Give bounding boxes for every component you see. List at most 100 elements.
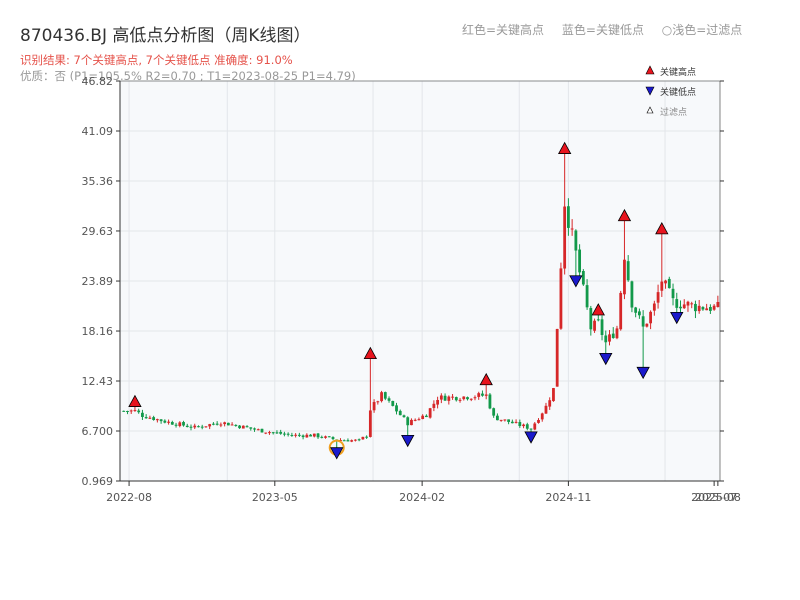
- candle-down: [141, 412, 144, 417]
- candle-down: [290, 435, 294, 437]
- candle-down: [708, 307, 712, 311]
- candle-up: [133, 410, 137, 412]
- candle-up: [712, 305, 716, 310]
- candle-down: [395, 405, 398, 412]
- candle-up: [697, 305, 701, 312]
- candle-up: [705, 308, 709, 311]
- candle-down: [301, 435, 305, 438]
- legend-high-label: 关键高点: [660, 66, 696, 78]
- key-low-marker: [330, 447, 344, 460]
- candle-up: [645, 323, 649, 327]
- y-tick-label: 29.63: [82, 225, 114, 238]
- candle-up: [690, 303, 694, 305]
- candle-down: [320, 436, 324, 438]
- candle-down: [163, 420, 167, 423]
- x-tick-label: 2024-11: [545, 491, 591, 504]
- candle-up: [167, 421, 170, 423]
- candle-up: [540, 413, 544, 420]
- candle-down: [316, 433, 320, 438]
- candle-up: [410, 419, 413, 426]
- candle-up: [716, 301, 720, 308]
- candle-up: [682, 304, 686, 309]
- candle-up: [593, 320, 596, 331]
- candle-down: [200, 426, 204, 428]
- candle-down: [454, 397, 458, 401]
- candle-down: [671, 288, 675, 299]
- top-legend-filtered: ○浅色=过滤点: [661, 23, 743, 37]
- candle-down: [126, 410, 129, 412]
- candle-down: [529, 428, 533, 430]
- candle-up: [503, 419, 507, 421]
- candle-up: [537, 419, 540, 423]
- page-title: 870436.BJ 高低点分析图（周K线图）: [20, 26, 311, 46]
- candle-up: [436, 399, 440, 405]
- candle-up: [354, 439, 357, 441]
- candle-down: [159, 419, 163, 422]
- marker-legend: 关键高点 关键低点 过滤点: [645, 65, 696, 118]
- candle-up: [428, 408, 432, 418]
- candle-down: [425, 415, 428, 418]
- x-tick-label: 2024-02: [399, 491, 445, 504]
- candle-up: [241, 425, 245, 429]
- candle-up: [264, 432, 268, 434]
- candle-up: [223, 422, 227, 425]
- candle-down: [253, 428, 256, 430]
- candle-up: [548, 400, 552, 407]
- candle-up: [623, 259, 626, 295]
- candle-down: [144, 417, 148, 419]
- key-high-marker: [591, 303, 605, 316]
- candle-up: [447, 396, 451, 401]
- key-high-marker: [479, 372, 493, 386]
- candle-down: [525, 424, 529, 429]
- recognition-summary: 识别结果: 7个关键高点, 7个关键低点 准确度: 91.0%: [20, 53, 293, 67]
- candle-down: [185, 425, 189, 428]
- candle-down: [245, 426, 249, 428]
- y-tick-label: 35.36: [82, 175, 114, 188]
- candle-up: [544, 405, 548, 414]
- candle-up: [563, 206, 567, 269]
- pivot-markers: [128, 141, 684, 460]
- candle-up: [417, 419, 421, 421]
- y-tick-label: 23.89: [82, 275, 114, 288]
- candle-down: [331, 437, 335, 440]
- candle-down: [391, 400, 395, 406]
- candle-down: [170, 422, 174, 425]
- candle-down: [481, 393, 484, 396]
- candle-down: [122, 410, 126, 412]
- candle-up: [268, 432, 271, 434]
- candle-down: [507, 419, 511, 422]
- key-high-marker: [557, 141, 572, 154]
- candle-down: [249, 427, 253, 429]
- candle-up: [129, 410, 133, 412]
- candle-up: [615, 328, 619, 339]
- candle-up: [339, 440, 342, 442]
- candle-down: [152, 417, 156, 420]
- candle-down: [234, 424, 238, 426]
- candle-up: [305, 434, 309, 438]
- y-tick-label: 12.43: [82, 375, 114, 388]
- candle-up: [368, 410, 372, 437]
- candle-down: [342, 440, 346, 442]
- candle-down: [279, 431, 283, 434]
- candle-down: [226, 422, 230, 426]
- candle-down: [212, 423, 215, 425]
- candle-down: [383, 392, 387, 399]
- candle-down: [443, 395, 447, 401]
- candle-up: [619, 292, 623, 330]
- candle-up: [458, 399, 462, 401]
- candle-up: [664, 280, 667, 284]
- candle-down: [604, 335, 608, 343]
- candle-down: [398, 410, 402, 416]
- candle-up: [652, 303, 656, 311]
- candle-up: [608, 334, 611, 342]
- y-tick-label: 0.969: [82, 475, 114, 488]
- candle-up: [380, 392, 383, 402]
- candle-down: [518, 422, 522, 427]
- candle-down: [634, 307, 638, 313]
- candle-down: [271, 432, 275, 434]
- x-tick-label: 2022-08: [106, 491, 152, 504]
- candle-up: [473, 397, 477, 399]
- candle-up: [372, 402, 376, 411]
- candle-down: [574, 230, 578, 251]
